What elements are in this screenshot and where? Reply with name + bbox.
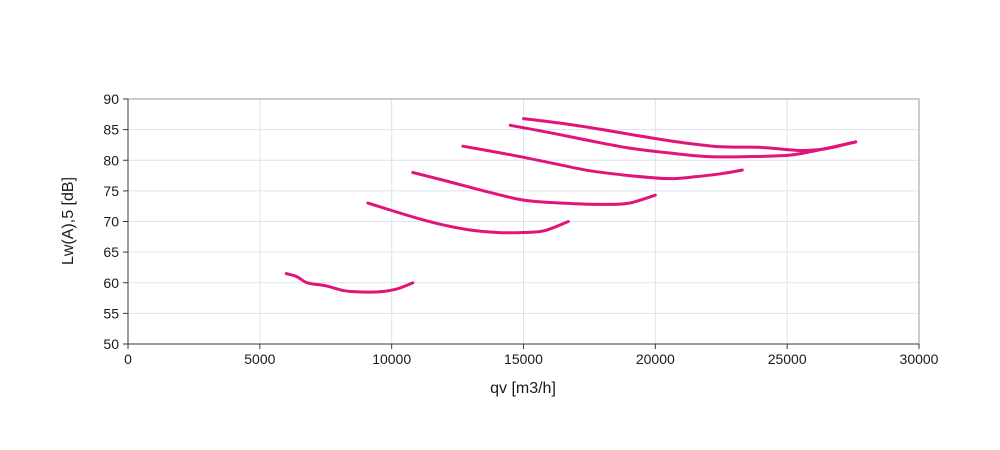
x-tick-label: 5000 xyxy=(244,351,275,367)
series-line-4 xyxy=(461,144,744,181)
x-tick-label: 30000 xyxy=(900,351,939,367)
x-tick-label: 0 xyxy=(124,351,132,367)
y-tick-label: 60 xyxy=(103,275,119,291)
x-tick-label: 10000 xyxy=(372,351,411,367)
y-tick-label: 55 xyxy=(103,305,119,321)
y-tick-label: 90 xyxy=(103,91,119,107)
series-line-2 xyxy=(366,201,570,235)
y-tick-label: 80 xyxy=(103,152,119,168)
y-tick-label: 75 xyxy=(103,183,119,199)
y-tick-label: 85 xyxy=(103,122,119,138)
x-tick-label: 20000 xyxy=(636,351,675,367)
series-line-3 xyxy=(411,171,657,206)
series-line-6 xyxy=(522,117,858,153)
y-tick-label: 65 xyxy=(103,244,119,260)
y-tick-label: 70 xyxy=(103,214,119,230)
series-line-5 xyxy=(508,123,858,159)
grid-lines xyxy=(128,99,919,344)
x-tick-label: 15000 xyxy=(504,351,543,367)
y-tick-label: 50 xyxy=(103,336,119,352)
series-layer xyxy=(284,117,858,294)
x-axis-label: qv [m3/h] xyxy=(490,380,556,397)
y-axis-label: Lw(A),5 [dB] xyxy=(60,177,77,265)
series-line-1 xyxy=(284,272,415,294)
x-tick-label: 25000 xyxy=(768,351,807,367)
axis-ticks: 0 5000 10000 15000 20000 25000 30000 50 55 60 65 70… xyxy=(103,91,938,367)
